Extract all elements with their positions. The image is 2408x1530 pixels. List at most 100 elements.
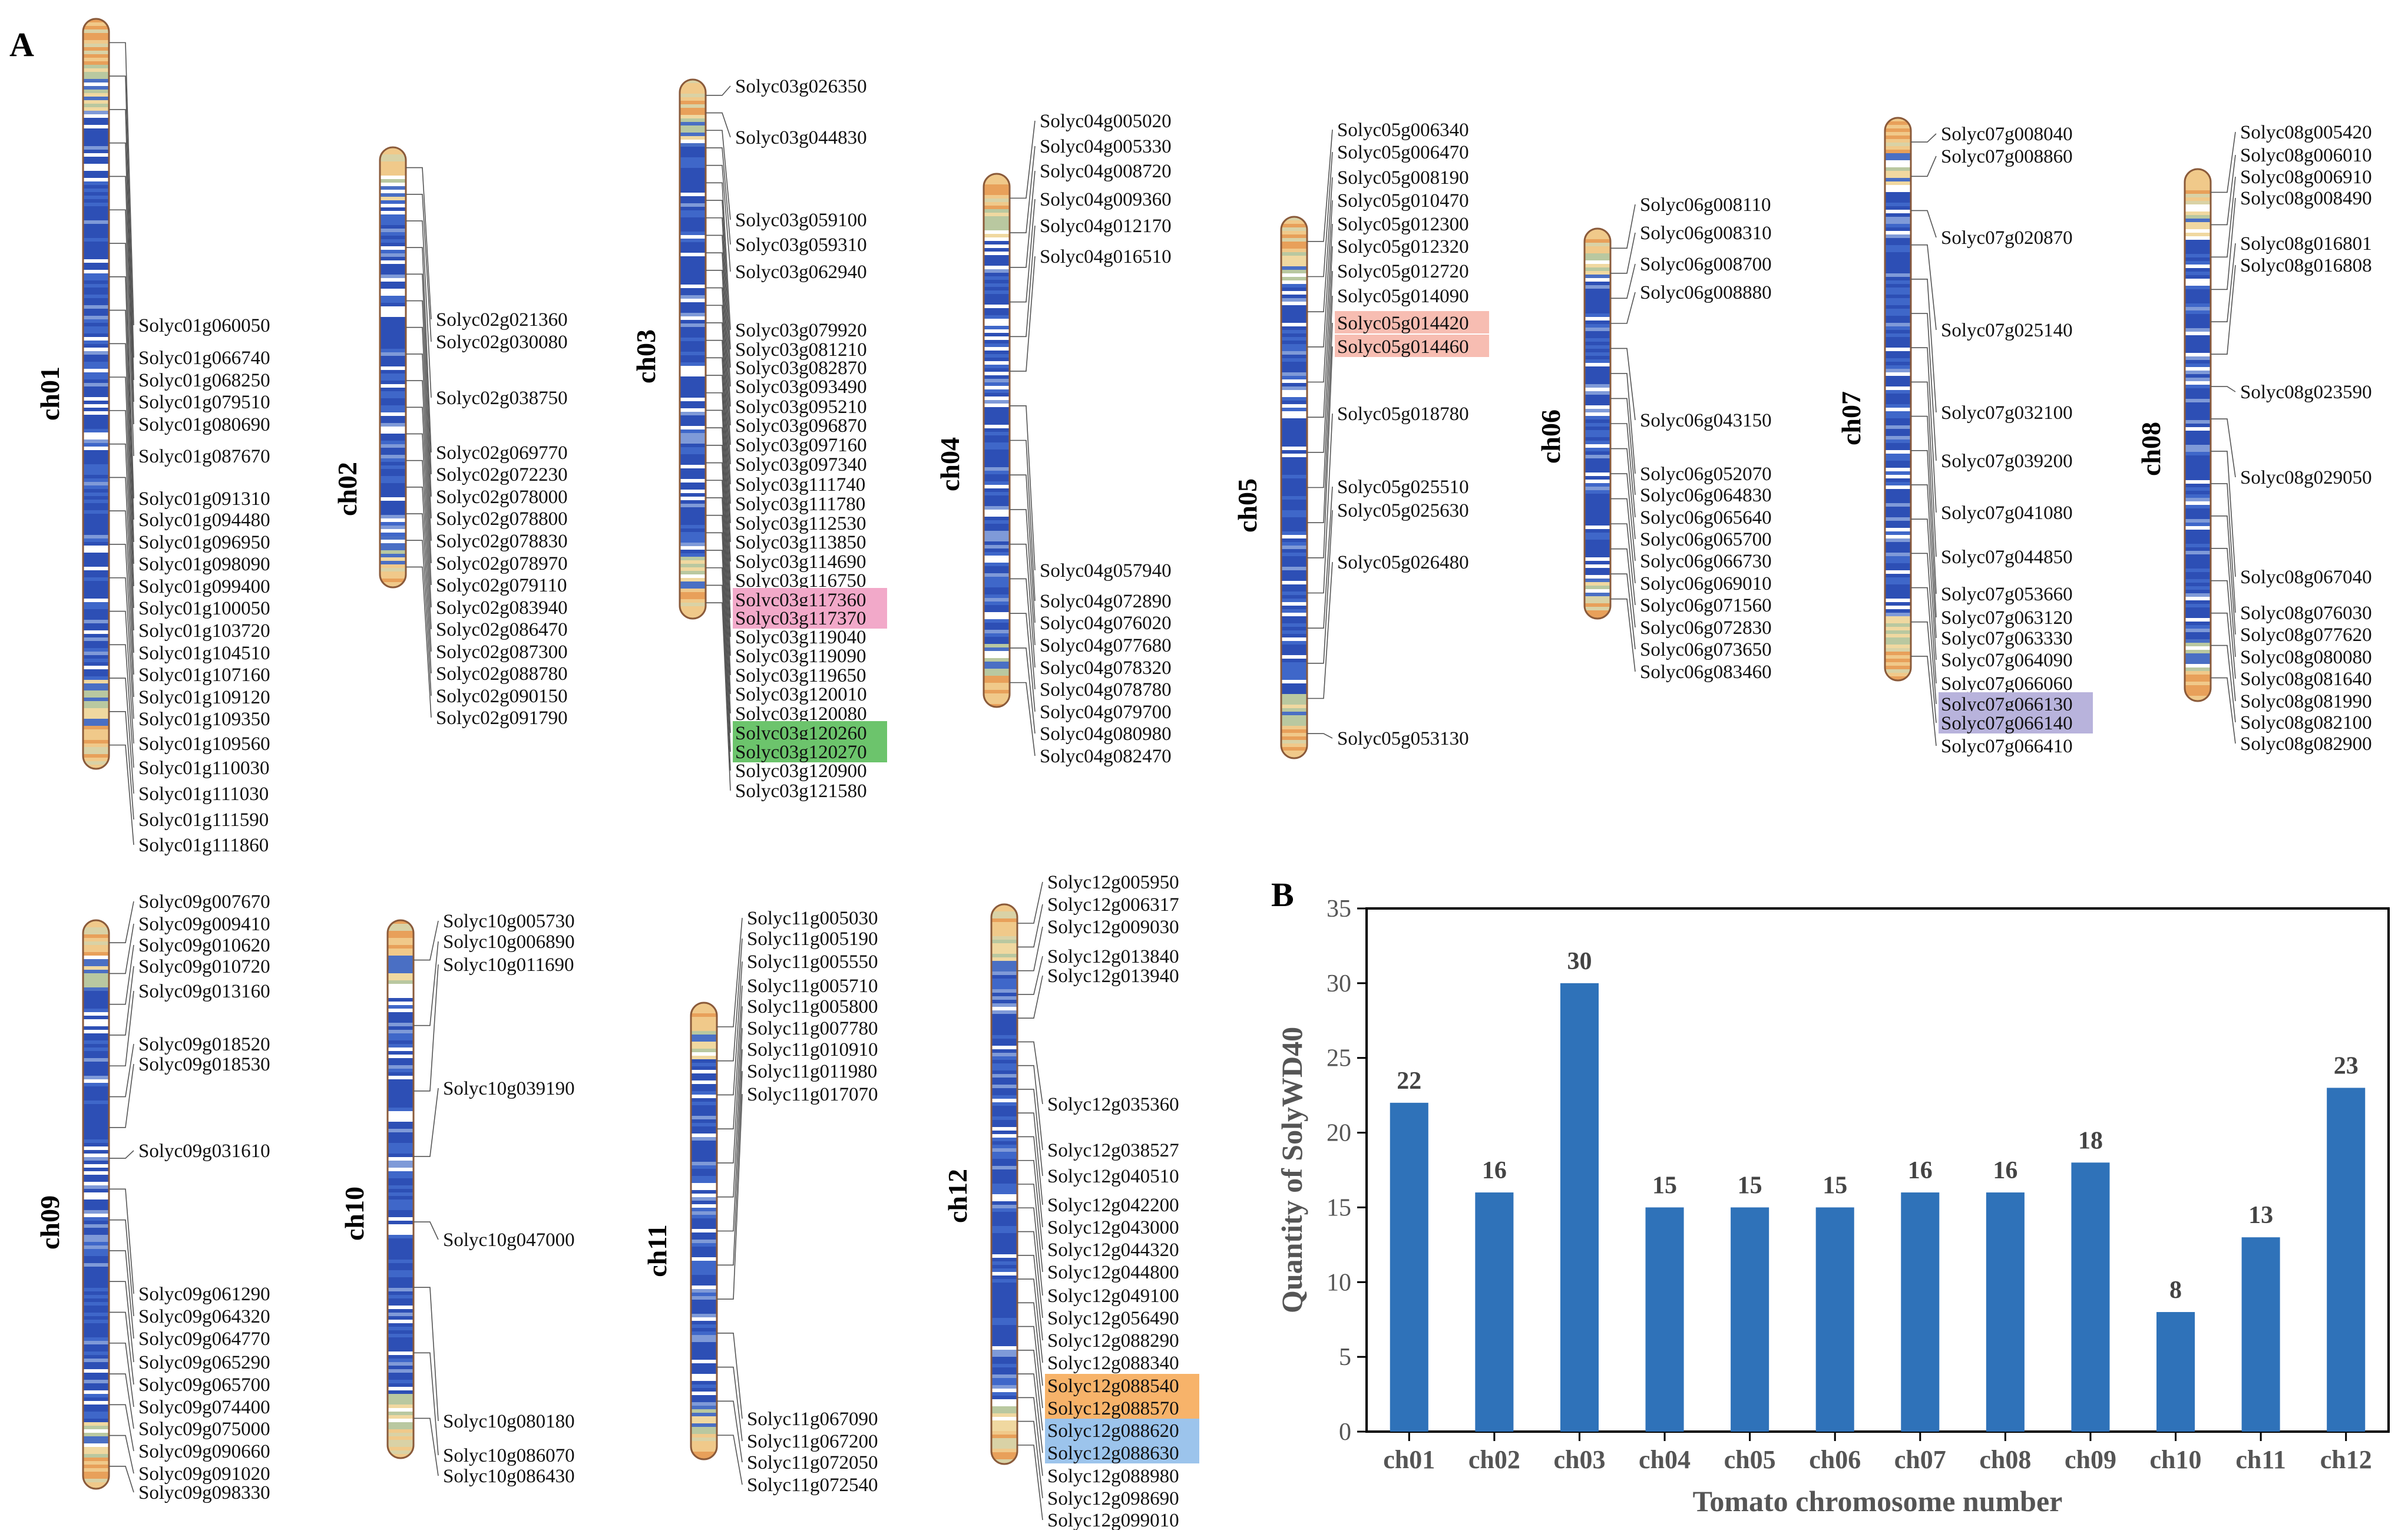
gene-leader-line [1307,129,1333,242]
gene-label: Solyc05g026480 [1337,552,1469,573]
gene-label: Solyc08g067040 [2240,567,2372,588]
gene-leader-line [1307,295,1333,488]
gene-leader-line [706,270,731,426]
chromosome-name: ch04 [935,437,965,491]
gene-highlight [1045,1396,1199,1419]
gene-label: Solyc06g069010 [1640,573,1772,594]
gene-leader-line [109,544,134,698]
gene-label: Solyc03g120010 [735,684,867,705]
data-label: 18 [2078,1127,2103,1154]
gene-leader-line [1610,204,1636,249]
gene-label: Solyc01g068250 [138,370,270,391]
gene-leader-line [1610,448,1636,540]
gene-label: Solyc03g062940 [735,262,867,283]
gene-leader-line [406,433,432,608]
gene-leader-line [2211,386,2236,392]
gene-label: Solyc03g096870 [735,415,867,437]
chromosome-name: ch10 [339,1187,369,1241]
gene-label: Solyc03g095210 [735,396,867,418]
gene-label: Solyc04g005020 [1040,111,1172,132]
gene-highlight [1335,335,1489,357]
bar-ch11 [2241,1237,2280,1432]
data-label: 8 [2169,1277,2182,1304]
gene-leader-line [1307,561,1333,699]
gene-label: Solyc04g008720 [1040,161,1172,182]
gene-label: Solyc06g064830 [1640,485,1772,506]
gene-label: Solyc11g067090 [747,1409,878,1430]
gene-label: Solyc01g079510 [138,392,270,413]
gene-label: Solyc12g040510 [1047,1166,1179,1187]
gene-leader-line [414,1352,439,1456]
gene-label: Solyc04g078320 [1040,657,1172,679]
gene-leader-line [2211,515,2236,635]
gene-leader-line [2211,645,2236,723]
gene-leader-line [406,540,432,696]
gene-label: Solyc11g005710 [747,976,878,997]
gene-label: Solyc06g008700 [1640,254,1772,275]
x-tick-label: ch07 [1894,1445,1946,1474]
gene-label: Solyc08g006910 [2240,167,2372,188]
gene-leader-line [109,510,134,675]
y-tick-label: 30 [1327,970,1351,997]
gene-leader-line [717,917,743,1027]
gene-label: Solyc07g053660 [1941,584,2073,605]
gene-label: Solyc06g008310 [1640,223,1772,244]
gene-leader-line [1010,474,1036,623]
bar-ch05 [1731,1207,1769,1432]
x-tick-label: ch06 [1809,1445,1861,1474]
gene-leader-line [2211,154,2236,226]
gene-leader-line [1610,398,1636,495]
gene-label: Solyc01g100050 [138,598,270,619]
gene-label: Solyc05g006470 [1337,142,1469,163]
gene-leader-line [109,990,134,1067]
gene-leader-line [1010,613,1036,712]
gene-leader-line [1307,200,1333,348]
gene-label: Solyc02g091790 [436,708,568,729]
chromosome-name: ch12 [942,1169,973,1223]
gene-leader-line [109,410,134,609]
gene-label: Solyc03g059310 [735,234,867,256]
gene-leader-line [717,985,743,1129]
gene-label: Solyc08g029050 [2240,467,2372,488]
bar-ch03 [1560,983,1599,1432]
gene-label: Solyc09g090660 [138,1441,270,1462]
gene-label: Solyc08g082100 [2240,712,2372,733]
gene-label: Solyc07g063330 [1941,628,2073,649]
gene-highlight [733,740,887,762]
gene-leader-line [414,941,439,1026]
y-tick-label: 15 [1327,1194,1351,1221]
gene-leader-line [717,1093,743,1300]
gene-label: Solyc09g018520 [138,1034,270,1055]
gene-label: Solyc09g065290 [138,1352,270,1373]
gene-leader-line [1307,151,1333,277]
gene-label: Solyc06g008880 [1640,282,1772,303]
gene-label: Solyc12g035360 [1047,1094,1179,1115]
gene-leader-line [1307,177,1333,312]
gene-leader-line [1010,405,1036,571]
gene-leader-line [406,193,432,342]
gene-leader-line [706,427,731,600]
gene-leader-line [109,142,134,402]
gene-label: Solyc01g094480 [138,510,270,531]
gene-leader-line [406,300,432,497]
gene-leader-line [1017,1184,1043,1273]
gene-label: Solyc04g005330 [1040,136,1172,157]
gene-leader-line [706,584,731,771]
gene-leader-line [109,1043,134,1098]
gene-leader-line [109,1150,134,1159]
gene-leader-line [706,514,731,695]
gene-leader-line [109,42,134,326]
gene-leader-line [109,343,134,564]
gene-leader-line [1911,210,1937,238]
gene-label: Solyc01g109350 [138,709,270,730]
gene-label: Solyc05g010470 [1337,190,1469,212]
gene-highlight [1939,711,2093,733]
gene-label: Solyc05g014090 [1337,286,1469,307]
gene-leader-line [717,1366,743,1442]
gene-label: Solyc09g091020 [138,1463,270,1485]
gene-label: Solyc07g066410 [1941,736,2073,757]
gene-leader-line [1017,1278,1043,1363]
y-axis-title: Quantity of SolyWD40 [1275,1027,1308,1313]
chromosome-ch08: ch08Solyc08g005420Solyc08g006010Solyc08g… [2136,122,2372,755]
gene-leader-line [706,357,731,524]
